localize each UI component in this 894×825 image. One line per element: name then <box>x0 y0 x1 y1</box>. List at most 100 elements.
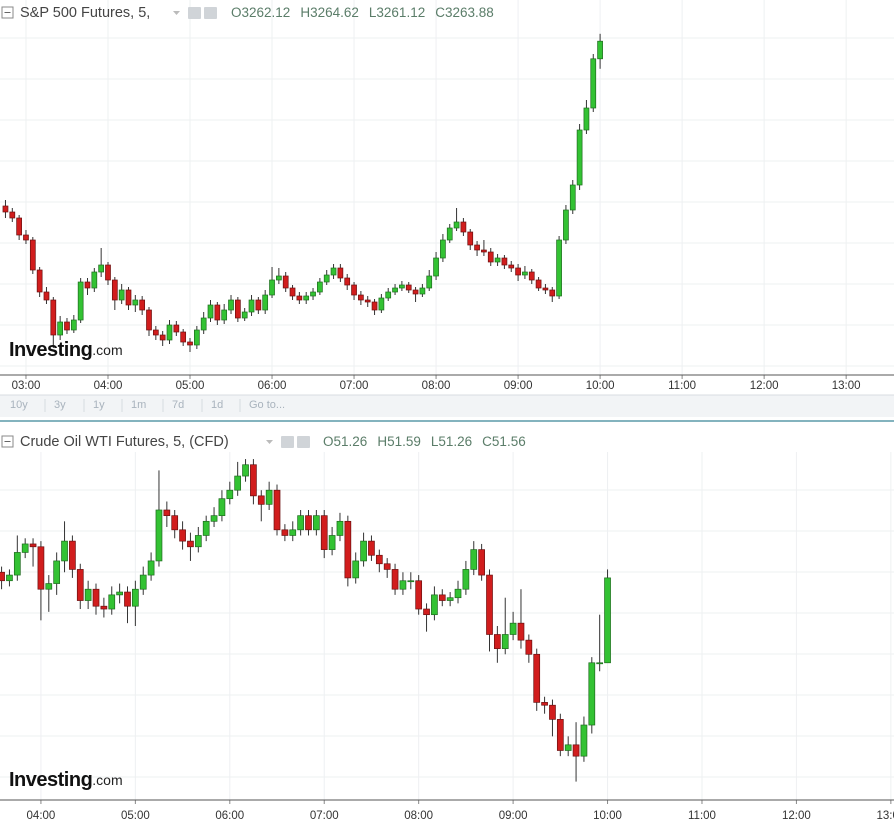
candle-body <box>146 309 152 331</box>
candle-body <box>262 294 269 311</box>
candle-body <box>61 540 68 562</box>
candle-body <box>323 274 330 283</box>
toolbar-button[interactable]: 3y <box>54 399 66 411</box>
ohlc-value: 51.56 <box>492 434 526 449</box>
candle-body <box>45 583 53 590</box>
candle-body <box>53 560 61 584</box>
candle-body <box>234 475 242 491</box>
ohlc-key: L <box>431 434 439 449</box>
candle-body <box>297 515 304 531</box>
toolbar-button[interactable]: 7d <box>172 399 184 411</box>
candle-body <box>180 331 187 343</box>
candle-body <box>528 271 535 281</box>
candle-body <box>310 291 316 297</box>
candle-body <box>210 515 218 522</box>
candle-body <box>2 205 9 213</box>
candle-body <box>296 295 303 301</box>
candle-body <box>255 299 262 311</box>
candle-body <box>481 249 487 253</box>
candle-body <box>360 540 367 562</box>
candle-body <box>241 311 248 319</box>
candle-body <box>576 129 583 186</box>
x-tick-label: 06:00 <box>258 380 287 392</box>
candle-body <box>549 704 556 720</box>
settings-icon[interactable] <box>188 7 201 19</box>
x-tick-label: 12:00 <box>782 810 811 822</box>
format-icon[interactable] <box>204 7 217 19</box>
candle-body <box>105 264 111 281</box>
candle-body <box>440 239 446 259</box>
candle-body <box>273 489 281 531</box>
candle-body <box>111 279 118 301</box>
watermark-domain: .com <box>92 772 122 788</box>
x-tick-label: 09:00 <box>504 380 533 392</box>
candle-body <box>132 588 139 607</box>
candle-body <box>486 574 493 635</box>
ohlc-value: 51.59 <box>387 434 421 449</box>
candle-body <box>226 489 234 500</box>
settings-icon[interactable] <box>281 436 294 448</box>
candle-body <box>399 284 405 289</box>
candle-body <box>269 279 275 296</box>
candle-body <box>433 257 439 277</box>
candle-body <box>352 560 360 579</box>
watermark: Investing.com <box>9 769 123 791</box>
candle-body <box>70 319 77 331</box>
candle-body <box>171 515 179 531</box>
ohlc-legend: O51.26 H51.59 L51.26 C51.56 <box>323 434 526 449</box>
toolbar-button[interactable]: 1d <box>211 399 223 411</box>
candle-body <box>202 520 210 536</box>
candle-body <box>50 299 57 336</box>
x-tick-label: 05:00 <box>176 380 205 392</box>
x-tick-label: 08:00 <box>422 380 451 392</box>
candle-body <box>57 321 63 336</box>
candle-body <box>446 597 454 601</box>
candle-body <box>596 662 604 665</box>
candle-body <box>265 489 273 505</box>
candle-body <box>460 221 467 233</box>
candle-body <box>478 549 485 576</box>
candle-body <box>29 543 37 548</box>
candle-body <box>604 577 611 664</box>
candle-body <box>9 211 16 219</box>
candle-body <box>76 569 84 601</box>
candle-body <box>91 271 98 289</box>
x-tick-label: 13:00 <box>832 380 861 392</box>
ohlc-key: O <box>231 5 242 20</box>
candle-body <box>564 744 572 751</box>
toolbar-button[interactable]: 1y <box>93 399 105 411</box>
x-tick-label: 06:00 <box>215 810 244 822</box>
candle-body <box>124 591 131 607</box>
candle-body <box>173 324 180 333</box>
candle-body <box>375 554 383 565</box>
candle-body <box>147 560 155 576</box>
toolbar-button[interactable]: Go to... <box>249 399 285 411</box>
format-icon[interactable] <box>297 436 310 448</box>
candle-body <box>166 324 173 341</box>
candle-body <box>462 569 470 590</box>
candle-body <box>250 464 257 497</box>
toolbar-button[interactable]: 1m <box>131 399 146 411</box>
x-tick-label: 05:00 <box>121 810 150 822</box>
candle-body <box>378 297 385 311</box>
candle-body <box>583 107 590 131</box>
candle-body <box>509 622 517 635</box>
x-tick-label: 07:00 <box>340 380 369 392</box>
candle-body <box>187 540 194 548</box>
candle-body <box>317 281 323 293</box>
candle-body <box>470 549 478 570</box>
candle-body <box>248 299 255 313</box>
candle-body <box>590 58 597 109</box>
ohlc-key: C <box>482 434 492 449</box>
toolbar-button[interactable]: 10y <box>10 399 28 411</box>
candle-body <box>84 281 91 289</box>
candle-body <box>29 239 36 271</box>
candle-body <box>21 543 29 553</box>
ohlc-key: O <box>323 434 334 449</box>
x-tick-label: 04:00 <box>94 380 123 392</box>
watermark-brand: Investing <box>9 769 92 791</box>
candle-body <box>152 329 159 336</box>
candle-body <box>16 217 22 236</box>
candle-body <box>588 662 596 726</box>
candle-body <box>419 287 426 295</box>
